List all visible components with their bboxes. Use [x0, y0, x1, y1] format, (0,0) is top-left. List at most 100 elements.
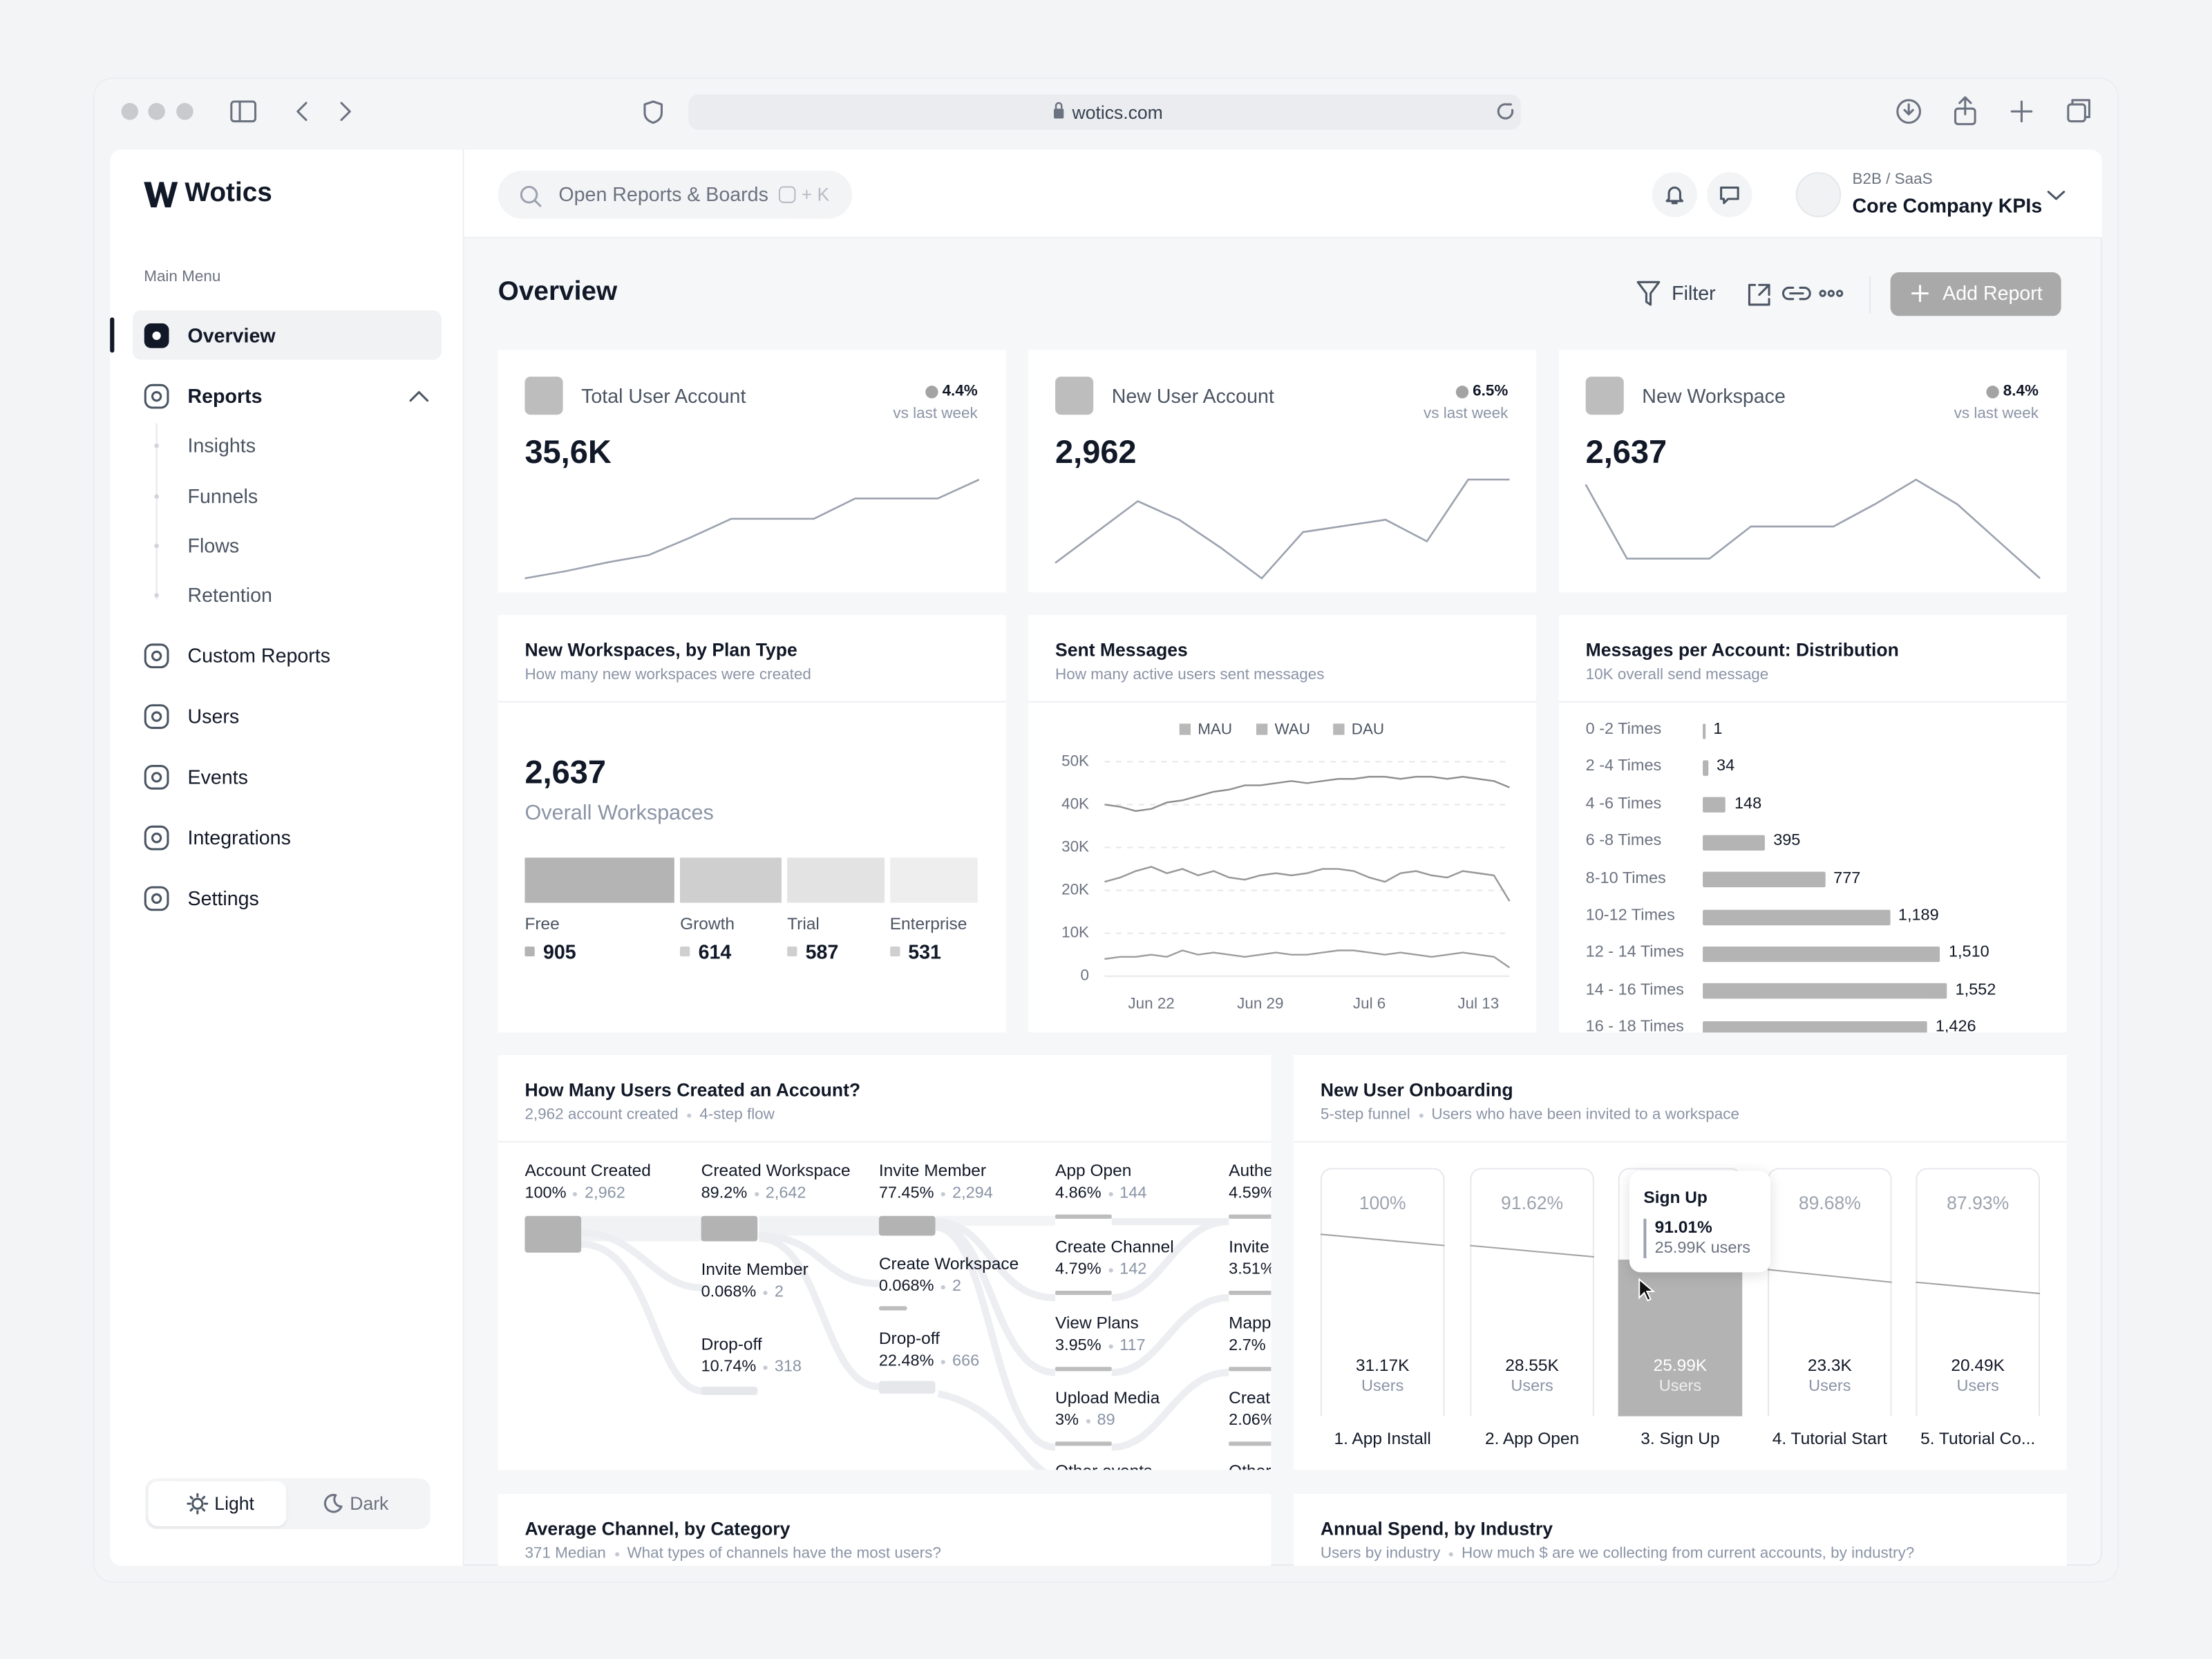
reports-chevron — [409, 391, 429, 402]
tooltip-marker — [1643, 1218, 1647, 1259]
submenu-item[interactable]: Flows — [187, 533, 240, 557]
submenu-item[interactable]: Retention — [187, 583, 272, 607]
menu-item[interactable]: Settings — [187, 887, 259, 909]
flow-node-count: 2,642 — [765, 1185, 806, 1202]
plus-icon — [1911, 285, 1929, 302]
flow-node-label: Invite Member — [701, 1259, 809, 1280]
step-label[interactable]: 3. Sign Up — [1641, 1428, 1720, 1449]
kpi-comparison: vs last week — [893, 405, 978, 423]
share-icon — [1748, 283, 1770, 306]
flow-node-percent: 2.06% — [1229, 1412, 1272, 1430]
separator-dot — [754, 1193, 759, 1197]
flow-link — [935, 1220, 1056, 1376]
menu-item[interactable]: Overview — [187, 323, 276, 347]
command-icon — [778, 186, 796, 203]
flow-link — [759, 1215, 879, 1236]
track-dot — [154, 543, 159, 549]
kpi-change: 4.4% — [925, 383, 978, 401]
bar — [1703, 1021, 1927, 1033]
menu-item[interactable]: Reports — [187, 384, 263, 408]
flow-node-label: Account Created — [524, 1160, 651, 1181]
kpi-card: Total User Account 4.4% vs last week 35,6K — [498, 350, 1006, 593]
submenu-item[interactable]: Funnels — [187, 484, 258, 508]
change-dot — [1455, 386, 1469, 399]
step-label[interactable]: 1. App Install — [1334, 1428, 1431, 1449]
legend-swatch — [1333, 723, 1345, 735]
step-label[interactable]: 2. App Open — [1484, 1428, 1580, 1449]
flow-node-label: Invite — [1229, 1236, 1269, 1257]
menu-item[interactable]: Events — [187, 765, 248, 788]
card-divider — [498, 1141, 1272, 1143]
flow-node-bar — [1229, 1441, 1272, 1446]
x-tick-label: Jun 22 — [1128, 994, 1174, 1012]
flow-node-stats: 3% 89 — [1055, 1412, 1115, 1432]
flow-link — [1111, 1294, 1229, 1376]
workspace-chevron — [2047, 191, 2066, 200]
sun-ray — [201, 1495, 206, 1500]
step-label[interactable]: 5. Tutorial Co... — [1920, 1428, 2036, 1449]
sparkline — [1585, 478, 2041, 580]
theme-label[interactable]: Dark — [350, 1492, 389, 1514]
flow-node-percent: 2.7% — [1229, 1337, 1266, 1355]
separator-dot — [1418, 1113, 1424, 1118]
sun-ray — [189, 1508, 193, 1512]
brand-logo — [144, 182, 178, 208]
plan-name: Trial — [787, 913, 820, 934]
flow-node-stats: 2.7% — [1229, 1338, 1266, 1357]
menu-item[interactable]: Integrations — [187, 826, 291, 849]
kpi-value: 2,637 — [1585, 433, 1667, 471]
menu-item[interactable]: Users — [187, 704, 240, 728]
change-dot — [925, 386, 938, 399]
icon-shape — [144, 825, 169, 851]
step-percent: 87.93% — [1947, 1192, 2010, 1214]
step-label[interactable]: 4. Tutorial Start — [1772, 1428, 1887, 1449]
workspace-name[interactable]: Core Company KPIs — [1852, 193, 2043, 217]
chevron — [409, 391, 429, 402]
bar-value-label: 1,552 — [1955, 981, 1996, 999]
card-subtitle: How many new workspaces were created — [524, 666, 811, 683]
sent-messages-card: Sent Messages How many active users sent … — [1028, 615, 1537, 1033]
plan-value: 587 — [805, 940, 839, 963]
trend-line — [524, 478, 980, 580]
step-unit: Users — [1956, 1378, 1999, 1396]
step-unit: Users — [1658, 1378, 1702, 1396]
bar — [1703, 909, 1890, 925]
menu-item[interactable]: Custom Reports — [187, 644, 331, 667]
flow-node-count: 2,962 — [585, 1185, 625, 1202]
card-title: Average Channel, by Category — [524, 1518, 791, 1539]
messages-button[interactable] — [1707, 172, 1752, 218]
step-count: 28.55K — [1505, 1355, 1559, 1376]
menu-label: Main Menu — [144, 268, 221, 286]
card-title: Sent Messages — [1055, 639, 1188, 661]
flow-node-label: Upload Media — [1055, 1387, 1160, 1408]
bar-value-label: 1 — [1713, 721, 1723, 738]
tooltip — [1629, 1170, 1771, 1273]
flow-node-bar — [524, 1215, 582, 1253]
flow-node-label: Other events — [1055, 1461, 1152, 1470]
trend-line — [1585, 478, 2041, 580]
kpi-label: New Workspace — [1642, 384, 1786, 408]
theme-light[interactable] — [148, 1481, 287, 1526]
url-bar[interactable] — [688, 94, 1521, 130]
menu-icon — [144, 643, 169, 669]
brand-name: Wotics — [185, 178, 272, 209]
more-dot — [1819, 290, 1826, 297]
separator-dot — [1108, 1345, 1113, 1349]
submenu-item[interactable]: Insights — [187, 433, 256, 457]
flow-node-label: Other — [1229, 1461, 1271, 1470]
plan-swatch — [524, 946, 535, 957]
card-title: New Workspaces, by Plan Type — [524, 639, 797, 661]
filter-button[interactable]: Filter — [1672, 281, 1716, 305]
flow-node-stats: 4.59% — [1229, 1185, 1271, 1204]
meta-text: Users who have been invited to a workspa… — [1431, 1106, 1739, 1124]
y-tick-label: 0 — [1081, 967, 1089, 984]
bar — [1703, 983, 1947, 999]
notifications-button[interactable] — [1652, 172, 1697, 218]
total-value: 2,637 — [524, 753, 606, 790]
submenu-track — [154, 423, 159, 600]
flow-node-stats: 4.79% 142 — [1055, 1261, 1146, 1280]
search-box[interactable] — [498, 171, 853, 219]
header-icons — [1636, 281, 1844, 306]
plan-segment — [680, 857, 782, 903]
account-flow-card: How Many Users Created an Account? 2,962 … — [498, 1055, 1272, 1470]
